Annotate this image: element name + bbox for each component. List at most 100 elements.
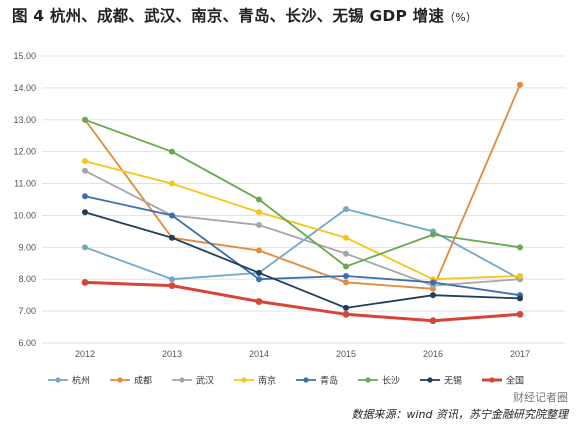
- data-point: [82, 244, 88, 251]
- data-point: [343, 234, 349, 241]
- legend-item: 成都: [110, 375, 152, 387]
- y-tick-label: 11.00: [14, 179, 36, 189]
- legend-swatch-marker: [179, 377, 185, 383]
- data-point: [343, 279, 349, 286]
- legend-item: 杭州: [48, 375, 90, 387]
- data-point: [82, 193, 88, 200]
- data-point: [256, 276, 262, 283]
- source-note: 数据来源：wind 资讯，苏宁金融研究院整理: [351, 408, 568, 421]
- y-tick-label: 15.00: [13, 51, 36, 61]
- x-tick-label: 2013: [162, 349, 182, 359]
- data-point: [517, 273, 523, 280]
- legend-item: 武汉: [172, 375, 214, 387]
- legend-item: 全国: [482, 375, 524, 387]
- x-tick-label: 2014: [249, 349, 269, 359]
- legend-label: 无锡: [444, 376, 462, 387]
- data-point: [256, 247, 262, 254]
- series-2: [82, 81, 523, 292]
- legend: 杭州 成都 武汉 南京 青岛 长沙 无锡 全国: [48, 375, 524, 387]
- data-point: [342, 310, 350, 318]
- x-axis-ticks: 2012 2013 2014 2015 2016 2017: [75, 349, 530, 359]
- legend-item: 青岛: [296, 375, 338, 387]
- series-8: [81, 279, 524, 325]
- data-point: [430, 279, 436, 286]
- y-tick-label: 14.00: [13, 83, 36, 93]
- y-tick-label: 7.00: [18, 306, 36, 316]
- series-line: [84, 208, 521, 281]
- data-point: [169, 234, 175, 241]
- series-line: [84, 211, 521, 309]
- legend-item: 南京: [234, 375, 276, 387]
- legend-item: 无锡: [420, 376, 462, 387]
- data-point: [169, 148, 175, 155]
- series-1: [82, 206, 523, 283]
- series-line: [84, 195, 521, 297]
- legend-swatch-marker: [241, 377, 247, 383]
- y-tick-label: 12.00: [13, 147, 36, 157]
- y-tick-label: 10.00: [13, 210, 36, 220]
- data-point: [256, 222, 262, 229]
- legend-swatch-marker: [489, 377, 495, 383]
- legend-swatch-marker: [427, 377, 433, 383]
- chart-title-unit: （%）: [444, 11, 478, 24]
- legend-swatch-marker: [55, 377, 61, 383]
- y-tick-label: 13.00: [13, 115, 36, 125]
- data-point: [517, 295, 523, 302]
- series-line: [84, 160, 521, 281]
- data-point: [82, 167, 88, 174]
- data-point: [516, 310, 524, 318]
- y-axis-ticks: 6.00 7.00 8.00 9.00 10.00 11.00 12.00 13.00 14.0…: [13, 51, 36, 348]
- data-point: [169, 212, 175, 219]
- x-tick-label: 2015: [336, 349, 356, 359]
- data-point: [517, 81, 523, 88]
- legend-swatch-marker: [365, 377, 371, 383]
- data-point: [343, 206, 349, 213]
- data-point: [256, 269, 262, 276]
- series-line: [84, 84, 521, 290]
- series-line: [84, 118, 521, 268]
- x-tick-label: 2012: [75, 349, 95, 359]
- y-tick-label: 9.00: [18, 242, 36, 252]
- x-tick-label: 2016: [423, 349, 443, 359]
- series-4: [82, 158, 523, 283]
- legend-swatch-marker: [117, 377, 123, 383]
- series-7: [82, 209, 523, 311]
- x-tick-label: 2017: [510, 349, 530, 359]
- series-group: [81, 81, 524, 325]
- y-tick-label: 8.00: [18, 274, 36, 284]
- series-line: [84, 280, 521, 323]
- legend-label: 长沙: [382, 375, 400, 387]
- legend-swatch-marker: [303, 377, 309, 383]
- data-point: [169, 180, 175, 187]
- data-point: [343, 304, 349, 311]
- series-5: [82, 193, 523, 299]
- data-point: [430, 231, 436, 238]
- data-point: [429, 317, 437, 325]
- data-point: [169, 276, 175, 283]
- chart-title: 图 4 杭州、成都、武汉、南京、青岛、长沙、无锡 GDP 增速（%）: [12, 4, 572, 30]
- data-point: [343, 250, 349, 257]
- data-point: [81, 279, 89, 286]
- data-point: [255, 298, 263, 305]
- legend-label: 全国: [506, 375, 524, 387]
- data-point: [168, 282, 176, 289]
- legend-label: 成都: [134, 375, 152, 387]
- legend-item: 长沙: [358, 375, 400, 387]
- legend-label: 武汉: [196, 375, 214, 387]
- series-line: [84, 169, 521, 287]
- data-point: [82, 209, 88, 216]
- data-point: [430, 292, 436, 299]
- legend-label: 青岛: [320, 375, 338, 387]
- data-point: [256, 209, 262, 216]
- legend-label: 杭州: [72, 375, 90, 387]
- data-point: [82, 158, 88, 165]
- grid-lines: [42, 55, 565, 344]
- data-point: [343, 263, 349, 270]
- data-point: [517, 244, 523, 251]
- data-point: [82, 116, 88, 123]
- series-6: [82, 116, 523, 270]
- chart-title-text: 图 4 杭州、成都、武汉、南京、青岛、长沙、无锡 GDP 增速: [12, 7, 445, 25]
- data-point: [256, 196, 262, 203]
- y-tick-label: 6.00: [18, 338, 36, 348]
